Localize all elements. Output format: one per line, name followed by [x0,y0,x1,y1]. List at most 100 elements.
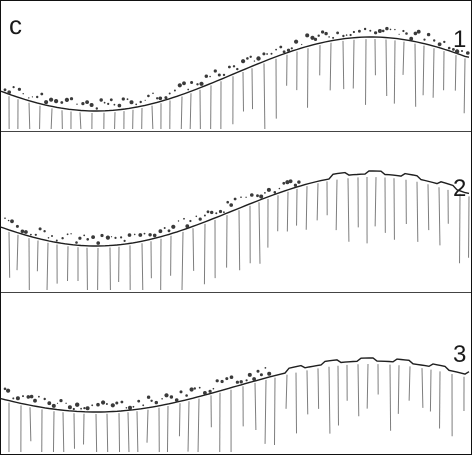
stone-dot [139,100,142,104]
root-line [151,105,154,130]
stone-dot [96,241,100,245]
ground-surface-line [1,36,470,112]
root-line [73,413,76,449]
stone-dot [189,219,192,223]
stone-dot [128,405,132,410]
stone-dot [15,224,19,228]
root-line [189,93,192,130]
stone-dot [332,36,335,39]
stone-dot [226,200,229,204]
stone-dot [127,233,132,237]
stone-dot [43,230,46,233]
root-line [62,412,65,453]
stone-dot [144,99,146,101]
stone-dot [245,196,247,198]
stone-dot [158,96,163,101]
figure-letter: c [9,10,22,40]
stone-dot [198,386,201,389]
stone-dot [349,33,352,37]
root-line [285,374,288,409]
stone-dot [454,49,460,54]
stone-dot [72,407,75,411]
stone-dot [264,192,266,194]
stone-dot [91,404,94,407]
stone-dot [152,233,157,238]
stone-dot [210,210,214,215]
stone-dot [113,103,116,106]
stone-dot [12,86,15,89]
stone-dot [56,402,59,404]
root-line [50,108,53,130]
root-line [352,39,355,89]
stone-dot [150,399,153,402]
stone-dot [466,51,470,55]
stone-dot [177,220,180,222]
root-line [52,411,55,453]
stone-dot [44,100,49,105]
profile-diagram-3 [1,357,470,453]
stone-dot [256,369,260,373]
root-line [317,368,320,409]
stone-dot [223,211,225,214]
stone-dot [158,229,163,234]
stone-dot [26,395,31,399]
stone-dot [22,395,24,398]
stone-dot [220,379,224,384]
stone-dot [64,97,69,102]
stone-dot [17,87,21,91]
stone-dot [75,402,80,407]
root-line [295,372,298,434]
stone-dot [164,96,168,100]
stone-dot [195,215,198,218]
stone-dot [22,93,24,95]
stone-dot [324,31,328,36]
stone-dot [447,46,451,50]
stone-dot [168,92,171,95]
stone-dot [282,50,286,54]
stone-dot [437,42,442,47]
stone-dot [70,233,72,235]
root-line [393,40,396,104]
root-line [254,382,257,431]
stone-dot [65,402,67,404]
root-line [28,102,31,130]
stone-dot [345,34,348,36]
stone-dot [259,373,263,377]
stone-dot [12,397,15,400]
stone-dot [148,233,152,237]
stone-dot [416,29,421,34]
stone-dot [129,100,134,105]
profile-panel-3 [1,292,471,454]
stone-dot [288,179,293,184]
root-line [414,43,417,107]
stone-dot [321,30,325,34]
root-line [389,364,392,431]
root-line [95,413,98,453]
stone-dot [256,194,259,198]
stone-dot [76,103,78,105]
stone-dot [229,203,233,207]
stone-dot [433,39,436,42]
root-line [335,179,338,231]
stone-dot [423,38,426,41]
panel-number-2: 2 [453,175,467,202]
root-line [264,379,267,444]
stone-dot [6,388,11,393]
panel-divider [1,131,471,132]
stone-dot [374,31,378,35]
stone-dot [7,90,11,94]
stone-dot [409,36,414,41]
stone-dot [247,372,252,377]
stone-dot [95,107,99,110]
stone-dot [69,97,74,101]
root-line [8,231,11,278]
stone-dot [241,59,246,64]
stone-dot [3,88,7,92]
stone-dot [7,219,10,222]
ground-surface-line [1,357,470,413]
stone-dot [133,233,136,236]
root-line [357,364,360,417]
stone-dot [132,405,135,408]
stone-dot [110,236,113,238]
stone-dot [290,47,293,50]
